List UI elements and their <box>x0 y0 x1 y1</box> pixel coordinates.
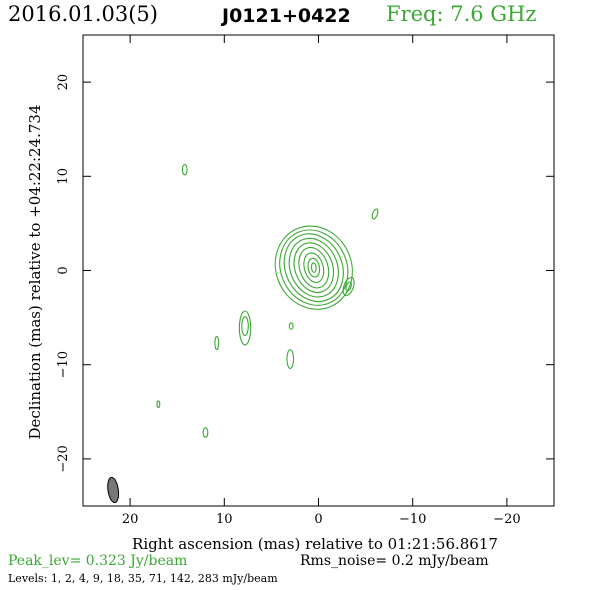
component-contour <box>345 281 352 292</box>
y-tick-label: 20 <box>56 74 71 91</box>
contour-lines <box>156 163 379 438</box>
beam-ellipse-group <box>107 476 120 504</box>
component-contour <box>288 322 294 330</box>
plot-frame <box>82 34 555 507</box>
component-contour <box>181 163 188 176</box>
x-tick-label: 0 <box>314 512 322 527</box>
core-contour <box>307 257 321 278</box>
component-contour <box>156 400 161 409</box>
source-name: J0121+0422 <box>222 5 351 27</box>
component-contour <box>202 427 209 438</box>
x-tick-label: −20 <box>493 512 520 527</box>
core-contour <box>288 237 339 298</box>
component-contour <box>371 208 379 220</box>
x-tick-label: 10 <box>216 512 233 527</box>
core-contour <box>310 262 317 273</box>
component-contour <box>342 276 355 297</box>
y-tick-label: 0 <box>56 266 71 274</box>
core-contour <box>293 242 335 293</box>
y-tick-label: 10 <box>56 168 71 185</box>
component-contour <box>286 349 295 370</box>
observation-date: 2016.01.03(5) <box>8 2 158 26</box>
frequency-label: Freq: 7.6 GHz <box>386 2 537 26</box>
axis-ticks <box>83 35 554 506</box>
core-contour <box>303 252 325 283</box>
y-axis-label: Declination (mas) relative to +04:22:24.… <box>26 104 44 439</box>
core-contour <box>279 229 349 306</box>
y-tick-label: −20 <box>56 445 71 472</box>
component-contour <box>238 310 252 346</box>
beam-ellipse <box>107 476 120 504</box>
contour-levels: Levels: 1, 2, 4, 9, 18, 35, 71, 142, 283… <box>8 572 278 585</box>
component-contour <box>214 335 220 351</box>
rms-noise: Rms_noise= 0.2 mJy/beam <box>300 553 489 569</box>
peak-level: Peak_lev= 0.323 Jy/beam <box>8 553 188 569</box>
core-contour <box>283 233 344 302</box>
tick-labels: 20 10 0 −10 −20 20 10 0 −10 −20 <box>56 74 521 527</box>
x-axis-label: Right ascension (mas) relative to 01:21:… <box>132 535 498 553</box>
x-tick-label: 20 <box>122 512 139 527</box>
y-tick-label: −10 <box>56 351 71 378</box>
core-contour <box>274 225 353 310</box>
component-contour <box>241 316 249 337</box>
core-contour <box>298 246 330 289</box>
x-tick-label: −10 <box>399 512 426 527</box>
